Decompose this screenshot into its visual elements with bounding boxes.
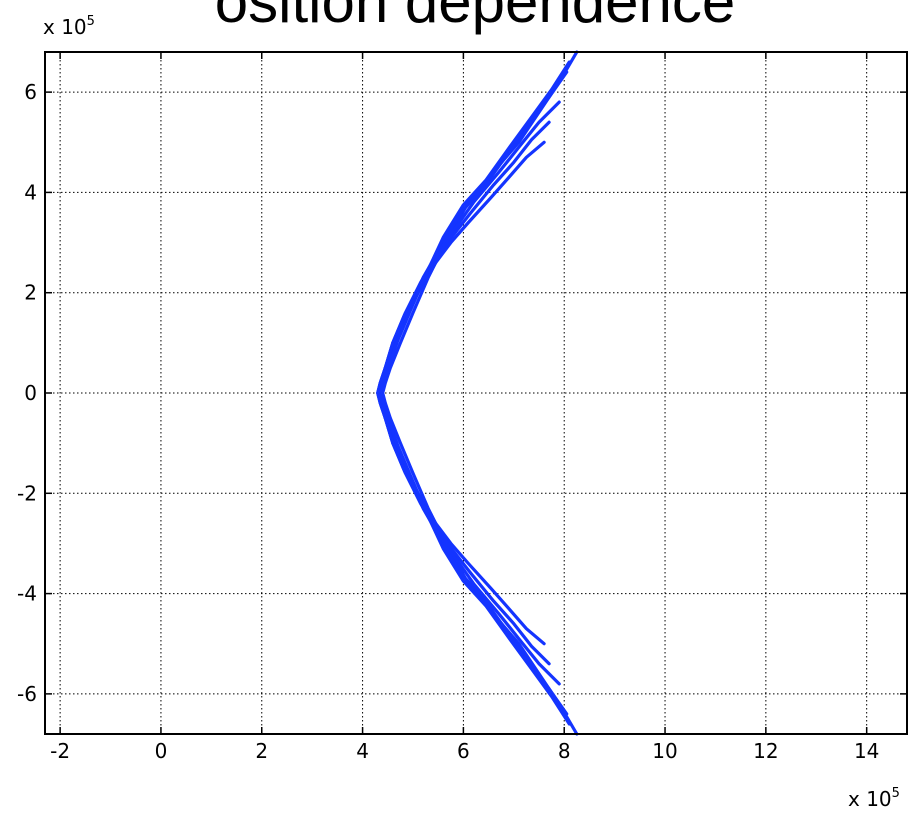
x-tick-label: 10 bbox=[652, 739, 677, 763]
y-tick-label: 4 bbox=[24, 180, 37, 204]
y-multiplier-base: x 10 bbox=[43, 15, 87, 39]
series-group bbox=[376, 50, 579, 736]
x-tick-label: 8 bbox=[558, 739, 571, 763]
x-tick-label: 4 bbox=[356, 739, 369, 763]
y-tick-label: -4 bbox=[17, 582, 37, 606]
chart-title: osition dependence bbox=[215, 0, 735, 35]
x-tick-label: 2 bbox=[255, 739, 268, 763]
y-tick-label: 0 bbox=[24, 381, 37, 405]
tick-labels: -2 0 2 4 6 8 10 12 14 6 4 2 0 -2 -4 -6 bbox=[17, 80, 879, 763]
y-multiplier-exp: 5 bbox=[87, 14, 95, 29]
x-tick-label: 0 bbox=[155, 739, 168, 763]
x-tick-label: 6 bbox=[457, 739, 470, 763]
x-multiplier-exp: 5 bbox=[892, 786, 900, 801]
grid-lines bbox=[45, 52, 907, 734]
y-tick-label: 6 bbox=[24, 80, 37, 104]
tick-marks bbox=[45, 52, 907, 734]
series-line-3 bbox=[376, 100, 561, 686]
y-tick-label: 2 bbox=[24, 281, 37, 305]
y-multiplier-label: x 105 bbox=[43, 14, 95, 39]
series-line-6 bbox=[377, 120, 551, 666]
series-line-5 bbox=[379, 60, 571, 726]
x-multiplier-label: x 105 bbox=[848, 786, 900, 810]
x-tick-label: 12 bbox=[753, 739, 778, 763]
x-multiplier-base: x 10 bbox=[848, 787, 892, 810]
x-tick-label: 14 bbox=[854, 739, 879, 763]
x-tick-label: -2 bbox=[50, 739, 70, 763]
y-tick-label: -6 bbox=[17, 682, 37, 706]
y-tick-label: -2 bbox=[17, 481, 37, 505]
series-line-1 bbox=[381, 50, 579, 736]
